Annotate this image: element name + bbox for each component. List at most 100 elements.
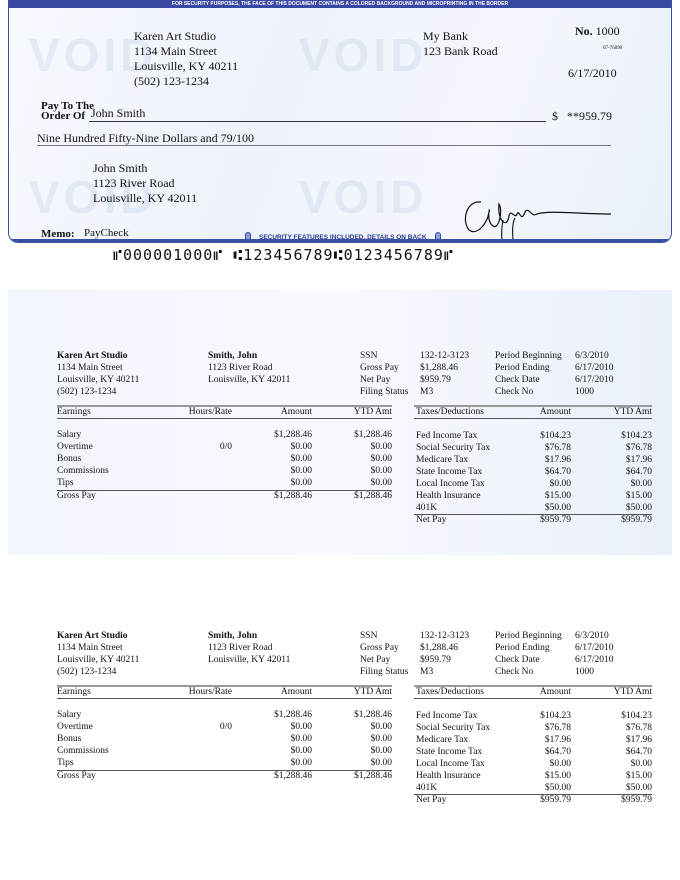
employee-name: Smith, John	[208, 631, 258, 641]
tax-label: Fed Income Tax	[416, 431, 478, 441]
tax-label: Social Security Tax	[416, 443, 491, 453]
tax-amount: $0.00	[549, 479, 571, 489]
amount-header: Amount	[280, 407, 312, 417]
void-watermark: VOID	[29, 29, 158, 81]
company-phone: (502) 123-1234	[57, 387, 117, 397]
tax-label: Net Pay	[416, 795, 447, 805]
employee-city: Louisville, KY 42011	[208, 375, 291, 385]
bank-street: 123 Bank Road	[423, 44, 498, 58]
company-street: 1134 Main Street	[57, 643, 123, 653]
tax-amount: $959.79	[540, 515, 571, 525]
routing-fraction: 67-76890	[603, 46, 623, 51]
earning-amount: $1,288.46	[274, 491, 312, 501]
void-watermark: VOID	[299, 29, 428, 81]
amount-words: Nine Hundred Fifty-Nine Dollars and 79/1…	[37, 131, 254, 145]
table-rule	[57, 698, 392, 699]
tax-amount: $959.79	[540, 795, 571, 805]
tax-ytd: $76.78	[625, 723, 652, 733]
company-street: 1134 Main Street	[134, 44, 217, 58]
info-label: Filing Status	[360, 667, 409, 677]
payee-name: John Smith	[91, 106, 146, 120]
earning-label: Salary	[57, 430, 82, 440]
pay-to-label-2: Order Of	[41, 110, 86, 122]
pay-to-label-1: Pay To The	[41, 100, 94, 112]
tax-label: 401K	[416, 503, 438, 513]
payee-address-name: John Smith	[93, 161, 148, 175]
period-label: Period Ending	[495, 643, 550, 653]
tax-amount: $50.00	[544, 503, 571, 513]
check-number-label: No.	[575, 24, 593, 38]
tax-ytd: $0.00	[630, 759, 652, 769]
earning-hours: 0/0	[219, 442, 232, 452]
earning-label: Gross Pay	[57, 491, 96, 501]
earning-ytd: $1,288.46	[354, 710, 392, 720]
security-text: SECURITY FEATURES INCLUDED. DETAILS ON B…	[259, 234, 427, 241]
earning-amount: $0.00	[290, 466, 312, 476]
tax-ytd: $15.00	[625, 771, 652, 781]
tax-amount: $15.00	[544, 491, 571, 501]
info-label: Gross Pay	[360, 643, 399, 653]
info-value: $959.79	[420, 655, 451, 665]
tax-ytd-header: YTD Amt	[613, 407, 652, 417]
earning-label: Bonus	[57, 734, 82, 744]
period-label: Period Beginning	[495, 631, 562, 641]
earning-amount: $0.00	[290, 758, 312, 768]
earning-label: Tips	[57, 758, 74, 768]
table-rule	[414, 685, 652, 687]
tax-amount: $17.96	[544, 735, 571, 745]
table-rule	[57, 490, 392, 491]
void-watermark: VOID	[299, 171, 428, 223]
micr-line: ⑈000001000⑈ ⑆123456789⑆0123456789⑈	[113, 246, 454, 264]
period-label: Check No	[495, 387, 534, 397]
info-label: Gross Pay	[360, 363, 399, 373]
period-label: Period Beginning	[495, 351, 562, 361]
tax-amount: $15.00	[544, 771, 571, 781]
period-label: Period Ending	[495, 363, 550, 373]
tax-amount: $50.00	[544, 783, 571, 793]
earning-amount: $1,288.46	[274, 430, 312, 440]
info-value: M3	[420, 387, 434, 397]
table-rule	[57, 405, 392, 407]
tax-ytd: $959.79	[621, 795, 652, 805]
tax-ytd: $64.70	[625, 467, 652, 477]
tax-amount: $104.23	[540, 711, 571, 721]
hours-header: Hours/Rate	[188, 687, 232, 697]
period-value: 6/17/2010	[575, 363, 614, 373]
tax-label: State Income Tax	[416, 747, 483, 757]
tax-amount: $104.23	[540, 431, 571, 441]
company-name: Karen Art Studio	[57, 631, 128, 641]
memo-value: PayCheck	[84, 227, 129, 239]
tax-ytd: $50.00	[625, 783, 652, 793]
payee-address: John Smith 1123 River Road Louisville, K…	[93, 161, 197, 206]
ytd-header: YTD Amt	[353, 687, 392, 697]
company-city: Louisville, KY 40211	[57, 655, 140, 665]
tax-amount-header: Amount	[539, 407, 571, 417]
tax-ytd: $15.00	[625, 491, 652, 501]
tax-label: Fed Income Tax	[416, 711, 478, 721]
company-address: Karen Art Studio 1134 Main Street Louisv…	[134, 29, 238, 89]
info-label: Net Pay	[360, 375, 391, 385]
signature-line	[449, 239, 643, 240]
table-rule	[57, 418, 392, 419]
hours-header: Hours/Rate	[188, 407, 232, 417]
bank-address: My Bank 123 Bank Road	[423, 29, 498, 59]
tax-ytd: $17.96	[625, 455, 652, 465]
tax-label: 401K	[416, 783, 438, 793]
period-label: Check Date	[495, 655, 540, 665]
tax-label: State Income Tax	[416, 467, 483, 477]
tax-label: Medicare Tax	[416, 735, 469, 745]
security-note: SECURITY FEATURES INCLUDED. DETAILS ON B…	[245, 231, 441, 241]
earning-label: Salary	[57, 710, 82, 720]
pay-to-label: Pay To The Order Of	[41, 100, 94, 122]
company-name: Karen Art Studio	[134, 29, 216, 43]
earning-ytd: $0.00	[370, 442, 392, 452]
signature	[464, 201, 612, 242]
payee-address-city: Louisville, KY 42011	[93, 191, 198, 205]
tax-amount: $64.70	[544, 467, 571, 477]
tax-ytd: $959.79	[621, 515, 652, 525]
tax-ytd: $0.00	[630, 479, 652, 489]
stub-background	[8, 290, 672, 555]
company-city: Louisville, KY 40211	[134, 59, 239, 73]
tax-ytd: $17.96	[625, 735, 652, 745]
amount-words-line	[37, 145, 611, 146]
